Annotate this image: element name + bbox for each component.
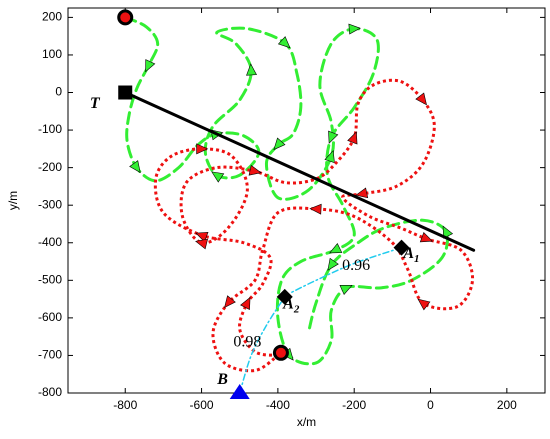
- x-axis-label: x/m: [297, 415, 316, 429]
- direction-arrow: [211, 171, 225, 183]
- annotation: A1: [402, 245, 419, 265]
- annotation-subscript: 1: [414, 253, 420, 265]
- direction-arrow: [324, 149, 335, 164]
- direction-arrow: [273, 137, 286, 151]
- direction-arrow: [240, 296, 251, 311]
- direction-arrow: [415, 92, 427, 106]
- y-tick-label: -100: [38, 122, 62, 136]
- y-tick-label: -400: [38, 235, 62, 249]
- direction-arrow: [329, 243, 343, 254]
- direction-arrow: [246, 63, 257, 76]
- annotation-text: 0.98: [233, 333, 261, 350]
- start-point: [272, 344, 289, 361]
- direction-arrow: [196, 143, 209, 155]
- y-axis-label: y/m: [6, 191, 20, 210]
- annotation: B: [216, 371, 228, 388]
- annotation-text: A: [402, 245, 414, 262]
- y-tick-label: -500: [38, 272, 62, 286]
- x-tick-label: -200: [342, 398, 366, 412]
- direction-arrow: [248, 164, 262, 176]
- trajectory: [153, 78, 474, 373]
- y-tick-label: 100: [42, 47, 62, 61]
- annotation-text: A: [282, 295, 294, 312]
- plot-area: [67, 7, 546, 394]
- annotation-subscript: 2: [293, 303, 300, 315]
- y-tick-label: -300: [38, 197, 62, 211]
- direction-arrow: [129, 160, 141, 174]
- direction-arrow: [309, 203, 322, 215]
- y-tick-label: -200: [38, 160, 62, 174]
- direction-arrow: [442, 225, 454, 239]
- annotation: T: [90, 94, 101, 111]
- annotation: 0.98: [233, 333, 261, 350]
- start-point: [117, 9, 134, 26]
- x-tick-label: -800: [113, 398, 137, 412]
- direction-arrow: [339, 285, 353, 295]
- trajectory: [238, 296, 286, 394]
- base-point: [229, 384, 250, 399]
- y-tick-label: -700: [38, 348, 62, 362]
- trajectory: [288, 246, 403, 295]
- trajectory: [123, 91, 476, 252]
- x-tick-label: -600: [190, 398, 214, 412]
- target-point: [118, 85, 133, 100]
- y-tick-label: -600: [38, 310, 62, 324]
- x-tick-label: 200: [497, 398, 517, 412]
- waypoint: [276, 288, 293, 305]
- direction-arrow: [327, 257, 339, 271]
- direction-arrow: [224, 295, 236, 309]
- annotation-text: T: [90, 94, 101, 111]
- direction-arrow: [419, 232, 434, 243]
- x-tick-label: 0: [427, 398, 434, 412]
- direction-arrow: [355, 187, 369, 199]
- annotation: 0.96: [342, 257, 370, 274]
- direction-arrow: [145, 59, 156, 73]
- direction-arrow: [277, 36, 291, 49]
- y-tick-label: -800: [38, 385, 62, 399]
- direction-arrow: [347, 131, 358, 145]
- direction-arrow: [195, 238, 209, 250]
- direction-arrow: [417, 298, 431, 311]
- y-tick-label: 0: [55, 85, 62, 99]
- y-tick-label: 200: [42, 10, 62, 24]
- annotation-text: B: [216, 371, 228, 388]
- waypoint: [393, 239, 410, 256]
- annotation-text: 0.96: [342, 257, 370, 274]
- annotation: A2: [282, 295, 300, 315]
- direction-arrow: [328, 130, 339, 144]
- direction-arrow: [348, 23, 361, 35]
- x-tick-label: -400: [266, 398, 290, 412]
